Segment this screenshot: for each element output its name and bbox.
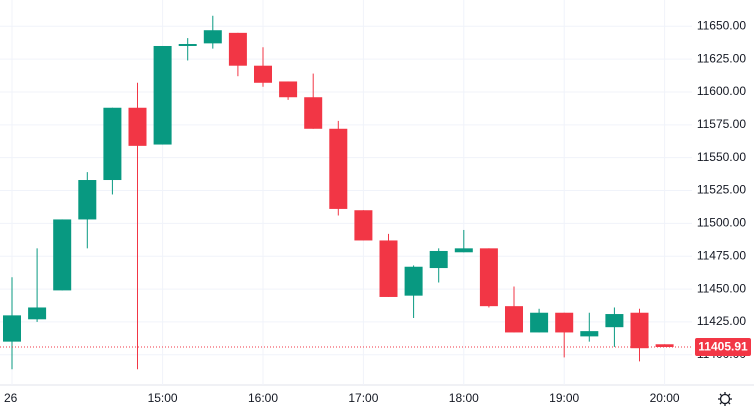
candle-body bbox=[304, 97, 323, 129]
candle-body bbox=[329, 128, 348, 209]
candle-body bbox=[580, 331, 599, 337]
candle-body bbox=[655, 344, 674, 348]
last-price-label: 11405.91 bbox=[698, 340, 748, 354]
y-tick-label: 11425.00 bbox=[697, 314, 746, 328]
candle-body bbox=[454, 248, 473, 253]
candle-body bbox=[53, 219, 72, 291]
candle-body bbox=[404, 266, 423, 296]
x-tick-label: 15:00 bbox=[148, 391, 178, 405]
y-tick-label: 11575.00 bbox=[697, 117, 746, 131]
y-tick-label: 11500.00 bbox=[697, 216, 746, 230]
x-tick-label: 16:00 bbox=[248, 391, 278, 405]
candle-body bbox=[28, 307, 47, 320]
candle-body bbox=[178, 44, 197, 46]
x-tick-label: 19:00 bbox=[549, 391, 579, 405]
candle-body bbox=[279, 81, 298, 98]
candle-body bbox=[605, 314, 624, 328]
y-tick-label: 11650.00 bbox=[697, 18, 746, 32]
candle-body bbox=[203, 30, 222, 44]
settings-circle bbox=[719, 393, 731, 405]
settings-icon[interactable] bbox=[718, 392, 732, 406]
candle-body bbox=[379, 240, 398, 297]
y-tick-label: 11450.00 bbox=[697, 281, 746, 295]
candle-body bbox=[555, 312, 574, 333]
candle-body bbox=[505, 306, 523, 333]
x-tick-label: 26 bbox=[4, 391, 18, 405]
y-tick-label: 11625.00 bbox=[697, 51, 746, 65]
candle-body bbox=[103, 107, 122, 181]
candle-body bbox=[354, 210, 373, 241]
last-price-box bbox=[695, 338, 751, 357]
x-tick-label: 17:00 bbox=[348, 391, 378, 405]
candle-body bbox=[3, 315, 21, 342]
y-tick-label: 11600.00 bbox=[697, 84, 746, 98]
x-tick-label: 20:00 bbox=[650, 391, 680, 405]
candle-body bbox=[228, 32, 247, 66]
candle-body bbox=[128, 107, 147, 146]
y-tick-label: 11475.00 bbox=[697, 248, 746, 262]
candle-body bbox=[479, 248, 498, 307]
candle-body bbox=[254, 65, 272, 83]
candle-body bbox=[530, 312, 549, 333]
candle-body bbox=[630, 312, 649, 349]
candle-body bbox=[429, 250, 448, 269]
y-tick-label: 11550.00 bbox=[697, 150, 746, 164]
candle-body bbox=[153, 45, 172, 145]
candle-body bbox=[78, 180, 97, 220]
x-tick-label: 18:00 bbox=[449, 391, 479, 405]
y-tick-label: 11525.00 bbox=[697, 183, 746, 197]
settings-rays bbox=[718, 392, 732, 406]
